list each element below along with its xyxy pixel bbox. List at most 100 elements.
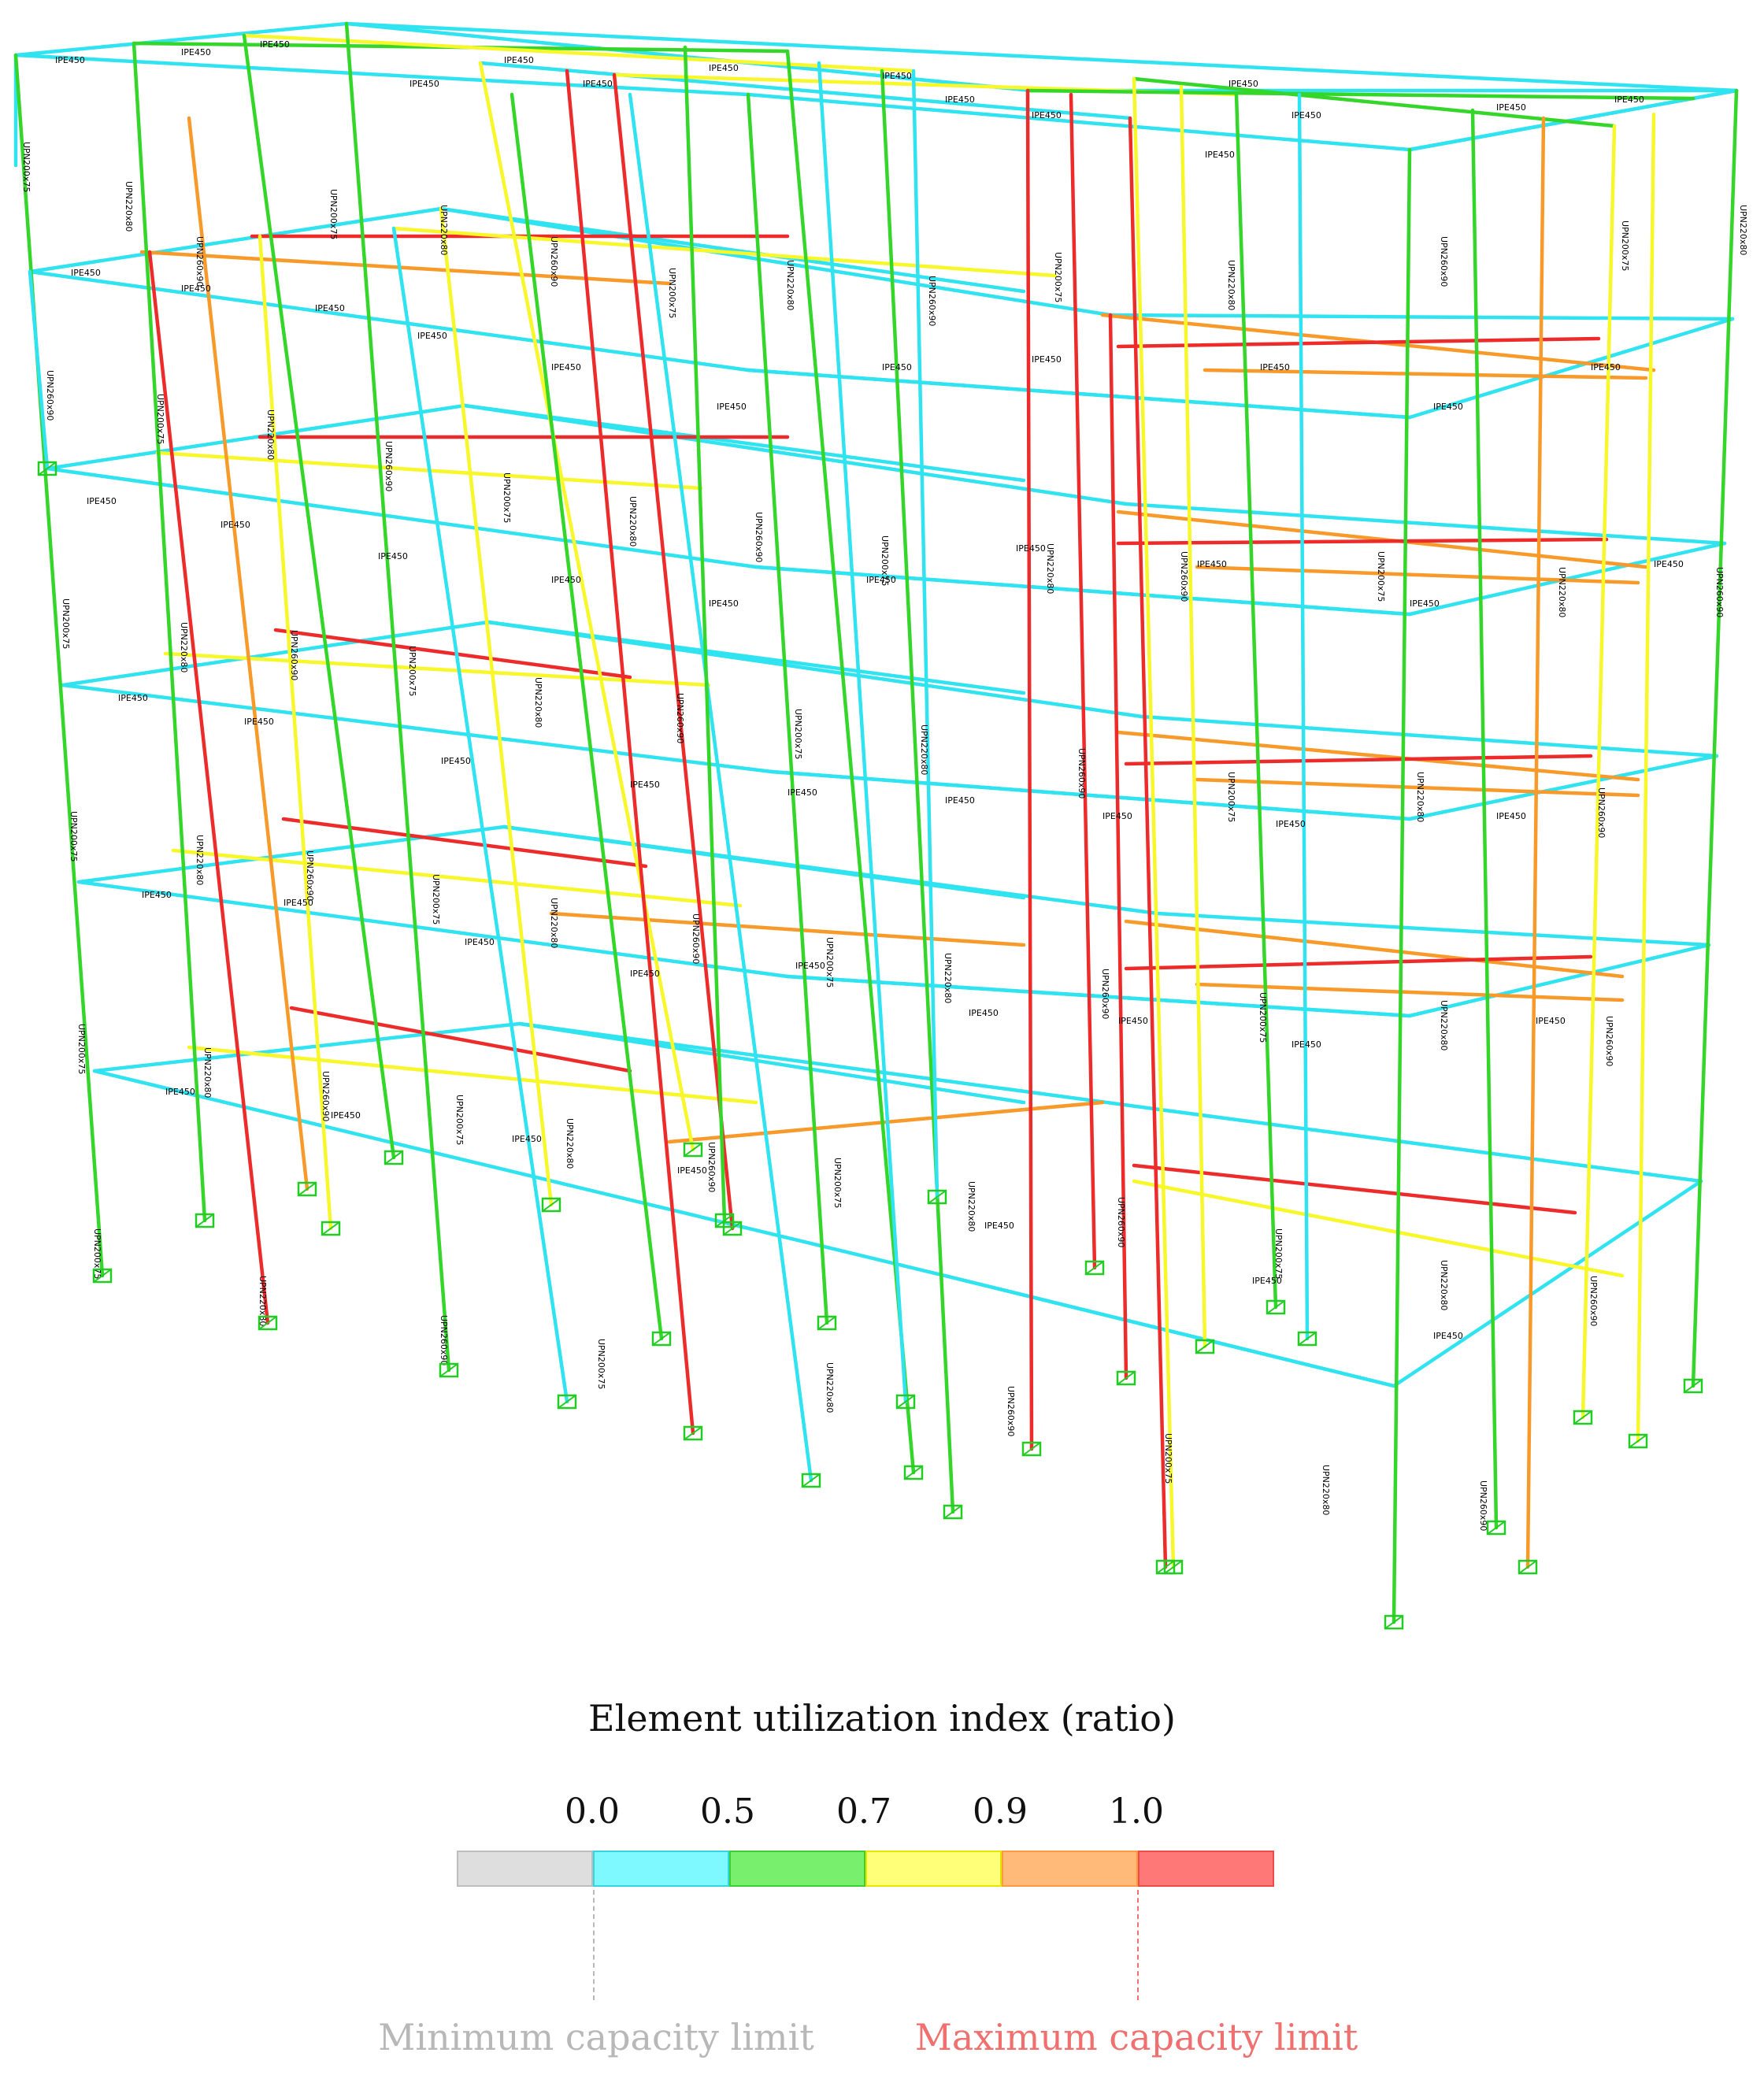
fixed-support-icon — [1163, 1559, 1184, 1575]
section-label-97: UPN200x75 — [1226, 772, 1236, 822]
frame-member-96 — [628, 92, 813, 1483]
section-label-130: UPN200x75 — [1163, 1433, 1173, 1484]
frame-member-13 — [1025, 88, 1695, 101]
section-label-83: UPN220x80 — [1045, 543, 1055, 594]
frame-member-116 — [1691, 88, 1739, 1388]
frame-member-92 — [478, 61, 695, 1152]
section-label-64: UPN200x75 — [328, 189, 339, 239]
frame-member-18 — [1407, 317, 1735, 420]
frame-member-79 — [1132, 1163, 1577, 1215]
section-label-76: UPN200x75 — [155, 394, 165, 444]
section-label-81: UPN260x90 — [754, 512, 764, 562]
frame-member-94 — [565, 69, 695, 1436]
section-label-29: IPE450 — [551, 575, 581, 585]
max-limit-line — [1137, 1890, 1139, 2000]
section-label-132: UPN260x90 — [1478, 1480, 1488, 1531]
frame-member-72 — [1392, 1179, 1703, 1388]
frame-member-75 — [517, 1021, 1026, 1105]
frame-member-21 — [439, 206, 1026, 294]
section-label-123: UPN260x90 — [1588, 1276, 1599, 1326]
section-label-75: UPN260x90 — [45, 370, 55, 421]
section-label-84: UPN260x90 — [1179, 551, 1189, 602]
section-label-99: UPN260x90 — [1596, 787, 1606, 838]
section-label-78: UPN260x90 — [384, 441, 394, 491]
fixed-support-icon — [683, 1425, 703, 1441]
frame-member-101 — [880, 69, 955, 1514]
section-label-93: UPN260x90 — [675, 693, 685, 743]
section-label-30: IPE450 — [709, 598, 739, 609]
frame-member-111 — [1392, 147, 1412, 1625]
frame-members — [13, 21, 1739, 1625]
legend-title: Element utilization index (ratio) — [588, 1697, 1176, 1740]
frame-member-88 — [258, 234, 333, 1231]
fixed-support-icon — [895, 1394, 916, 1410]
frame-member-25 — [391, 226, 1058, 278]
section-label-13: IPE450 — [1614, 94, 1644, 105]
section-label-37: IPE450 — [244, 717, 274, 727]
frame-member-100 — [817, 61, 908, 1404]
frame-member-10 — [242, 33, 916, 73]
fixed-support-icon — [258, 1315, 278, 1331]
legend-tick-2: 0.7 — [836, 1791, 891, 1832]
fixed-support-icon — [903, 1465, 924, 1480]
support-symbols — [37, 461, 1703, 1630]
section-label-128: UPN220x80 — [825, 1362, 835, 1413]
section-label-38: IPE450 — [441, 756, 471, 766]
structural-frame-model: IPE450 IPE450 IPE450 IPE450 IPE450 IPE450 IPE4… — [13, 21, 1748, 1630]
section-label-61: UPN200x75 — [21, 142, 32, 192]
section-label-120: UPN260x90 — [1116, 1197, 1126, 1247]
frame-member-103 — [1025, 88, 1034, 1451]
frame-member-6 — [344, 21, 1739, 93]
fixed-support-icon — [1084, 1260, 1105, 1276]
fixed-support-icon — [439, 1362, 459, 1378]
section-label-79: UPN200x75 — [502, 472, 512, 523]
section-label-68: UPN220x80 — [785, 260, 795, 310]
section-label-26: IPE450 — [87, 496, 117, 506]
section-label-109: UPN200x75 — [1258, 992, 1268, 1043]
section-label-0: IPE450 — [55, 55, 85, 65]
frame-member-50 — [163, 651, 711, 687]
section-label-65: UPN220x80 — [439, 205, 449, 255]
legend-bin-0 — [457, 1851, 593, 1887]
fixed-support-icon — [92, 1268, 113, 1284]
frame-member-80 — [1132, 1179, 1625, 1278]
frame-member-67 — [1124, 954, 1593, 971]
section-label-55: IPE450 — [331, 1110, 361, 1121]
frame-member-53 — [1124, 754, 1593, 766]
fixed-support-icon — [1683, 1378, 1703, 1394]
section-label-39: IPE450 — [630, 780, 660, 790]
frame-member-97 — [683, 45, 727, 1223]
section-label-122: UPN220x80 — [1439, 1260, 1449, 1310]
section-label-36: IPE450 — [118, 693, 148, 703]
frame-member-22 — [746, 368, 1412, 420]
section-label-57: IPE450 — [677, 1165, 707, 1176]
frame-member-95 — [612, 72, 735, 1231]
frame-member-65 — [549, 911, 1026, 947]
frame-member-47 — [61, 683, 774, 774]
section-label-125: UPN220x80 — [258, 1276, 268, 1326]
frame-member-102 — [911, 69, 939, 1199]
fixed-support-icon — [801, 1473, 821, 1488]
frame-member-14 — [1132, 76, 1617, 128]
frame-member-85 — [147, 250, 270, 1325]
section-label-12: IPE450 — [1496, 102, 1526, 113]
section-label-118: UPN200x75 — [832, 1158, 843, 1208]
frame-member-115 — [1636, 112, 1656, 1443]
section-label-102: UPN260x90 — [305, 850, 315, 901]
section-label-80: UPN220x80 — [628, 496, 638, 547]
fixed-support-icon — [321, 1221, 341, 1236]
section-label-114: UPN260x90 — [321, 1071, 331, 1121]
frame-member-61 — [502, 824, 1026, 900]
frame-member-36 — [754, 565, 1412, 617]
frame-member-89 — [344, 21, 451, 1373]
section-label-92: UPN220x80 — [533, 677, 543, 728]
section-label-43: IPE450 — [1276, 819, 1306, 829]
section-label-67: UPN200x75 — [667, 268, 677, 318]
section-label-50: IPE450 — [969, 1008, 999, 1018]
section-label-121: UPN200x75 — [1273, 1228, 1284, 1279]
section-label-24: IPE450 — [1433, 402, 1463, 412]
section-label-62: UPN220x80 — [124, 181, 134, 232]
section-label-10: IPE450 — [1228, 79, 1258, 89]
section-label-70: UPN200x75 — [1053, 252, 1063, 302]
frame-member-63 — [171, 848, 743, 908]
